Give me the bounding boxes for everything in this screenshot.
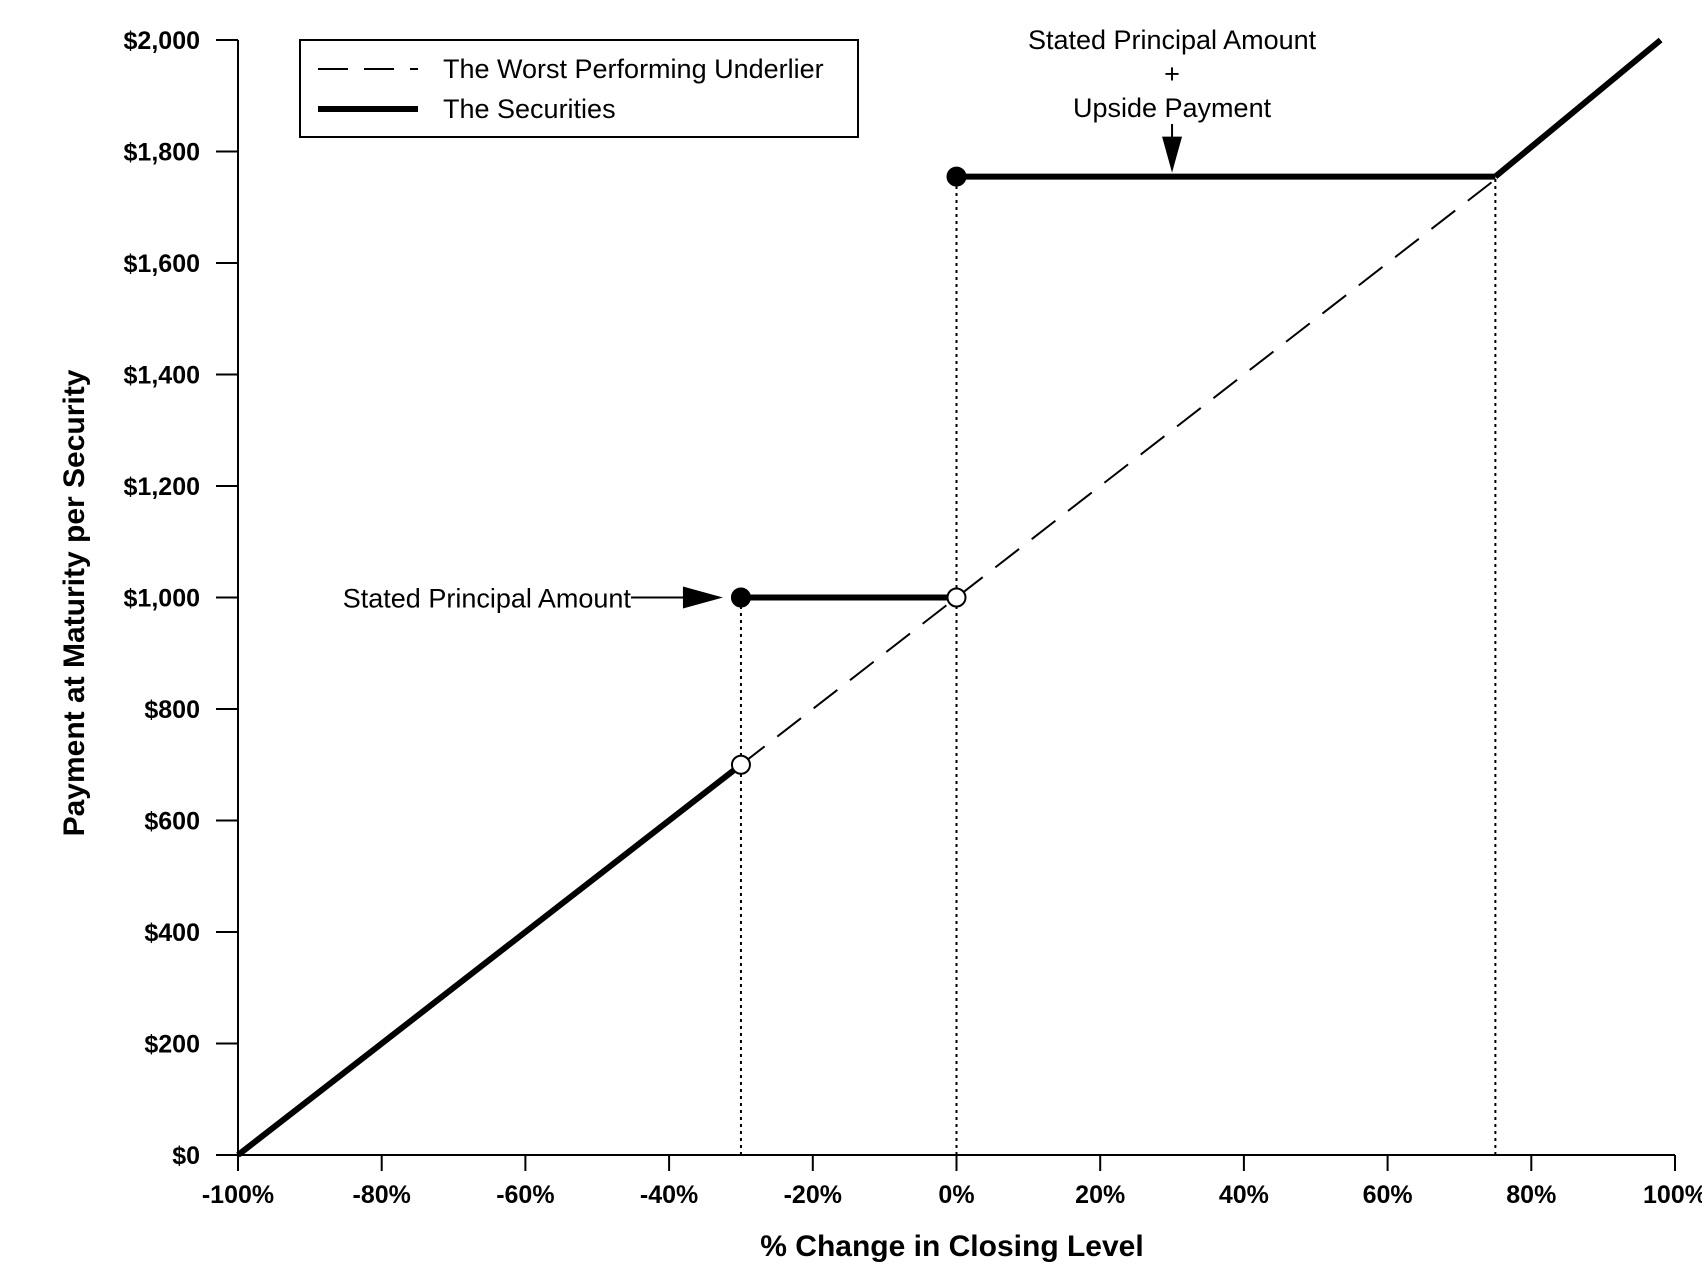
annotations: Stated Principal Amount Stated Principal … <box>343 25 1317 614</box>
x-tick-label: -60% <box>496 1181 554 1209</box>
x-axis-title: % Change in Closing Level <box>760 1230 1143 1263</box>
y-tick-label: $800 <box>144 696 200 724</box>
annotation-label: Stated Principal Amount <box>1028 25 1317 55</box>
securities-line <box>236 762 743 1158</box>
y-axis-title: Payment at Maturity per Security <box>58 369 91 836</box>
y-tick-label: $1,000 <box>124 585 200 613</box>
y-tick-label: $1,400 <box>124 362 200 390</box>
y-tick-label: $1,200 <box>124 473 200 501</box>
y-tick-label: $2,000 <box>124 27 200 55</box>
y-tick-label: $200 <box>144 1031 200 1059</box>
y-tick-label: $1,800 <box>124 139 200 167</box>
annotation-label: Stated Principal Amount <box>343 584 632 614</box>
annotation-arrow-head <box>682 586 723 609</box>
legend-entry: The Worst Performing Underlier <box>443 54 824 84</box>
x-tick-label: 80% <box>1506 1181 1556 1209</box>
y-tick-label: $0 <box>172 1142 200 1170</box>
annotation-label: + <box>1164 59 1180 89</box>
annotation-arrow-head <box>1162 136 1183 173</box>
x-tick-label: 0% <box>938 1181 974 1209</box>
x-tick-label: 40% <box>1219 1181 1269 1209</box>
x-tick-label: 60% <box>1363 1181 1413 1209</box>
x-tick-label: -100% <box>202 1181 274 1209</box>
y-tick-label: $600 <box>144 808 200 836</box>
x-tick-label: 100% <box>1643 1181 1702 1209</box>
series-lines <box>236 37 1663 1158</box>
open-point <box>946 587 967 608</box>
x-tick-label: -80% <box>353 1181 411 1209</box>
securities-line <box>1493 37 1663 179</box>
markers <box>730 166 967 775</box>
x-tick-label: -20% <box>784 1181 842 1209</box>
axes: $0 $200 $400 $600 $800 $1,000 $1,200 $1,400 $1,6… <box>124 27 1702 1209</box>
filled-point <box>946 166 967 187</box>
y-tick-label: $1,600 <box>124 250 200 278</box>
legend-box <box>299 39 859 138</box>
worst-underlier-line <box>740 178 1496 766</box>
annotation-label: Upside Payment <box>1073 93 1272 123</box>
open-point <box>730 754 751 775</box>
reference-lines <box>739 176 1497 1155</box>
y-tick-label: $400 <box>144 919 200 947</box>
legend-entry: The Securities <box>443 94 616 124</box>
x-tick-label: 20% <box>1075 1181 1125 1209</box>
filled-point <box>730 587 751 608</box>
x-tick-label: -40% <box>640 1181 698 1209</box>
legend: The Worst Performing Underlier The Securi… <box>299 39 859 138</box>
